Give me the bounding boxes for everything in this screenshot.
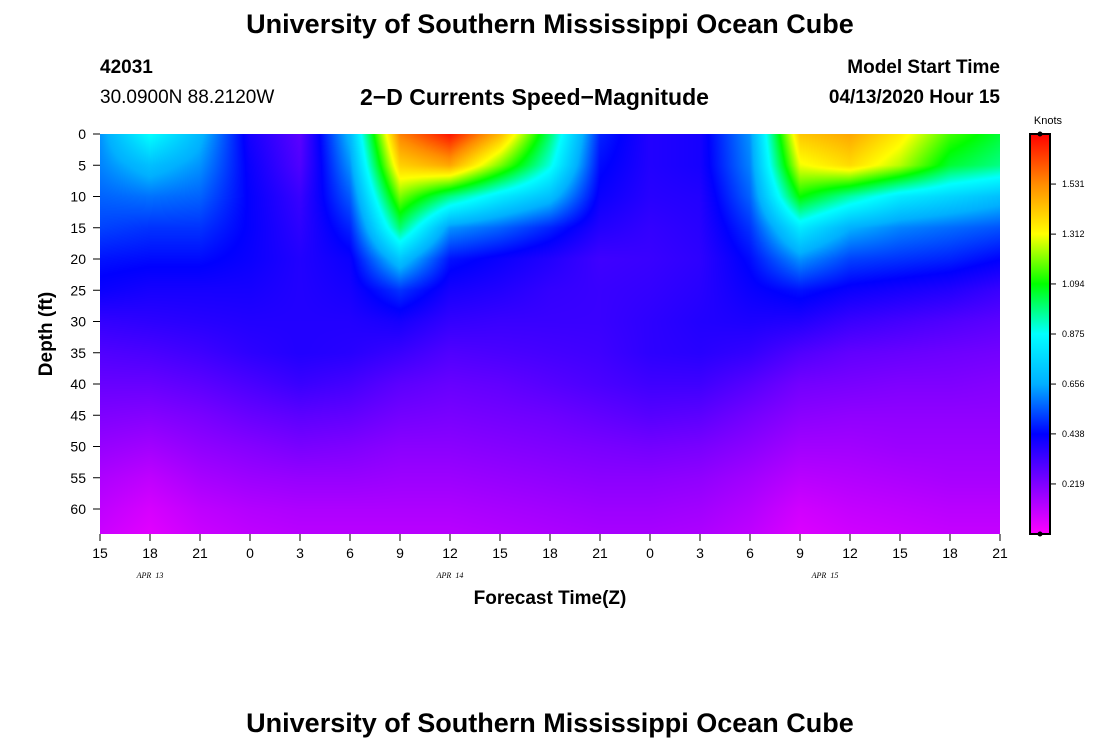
- colorbar-bottom-marker: [1037, 531, 1043, 537]
- y-tick-label: 0: [78, 126, 86, 142]
- colorbar-tick-label: 0.438: [1062, 429, 1085, 439]
- x-tick-label: 3: [696, 545, 704, 561]
- speed-heatmap: [100, 134, 1000, 534]
- x-tick-label: 9: [396, 545, 404, 561]
- y-tick-label: 45: [70, 407, 86, 423]
- x-tick-label: 3: [296, 545, 304, 561]
- colorbar-tick-label: 0.656: [1062, 379, 1085, 389]
- colorbar-tick-label: 0.875: [1062, 329, 1085, 339]
- y-tick-label: 55: [70, 470, 86, 486]
- x-tick-label: 6: [746, 545, 754, 561]
- x-axis-label: Forecast Time(Z): [474, 588, 627, 609]
- model-start-label: Model Start Time: [847, 57, 1000, 78]
- y-axis-label: Depth (ft): [36, 292, 57, 376]
- colorbar-tick-label: 1.312: [1062, 229, 1085, 239]
- y-tick-label: 10: [70, 189, 86, 205]
- y-axis: 0 5 10 15 20 25 30 35 40 45 50 55 60: [70, 126, 100, 517]
- y-tick-label: 5: [78, 157, 86, 173]
- x-tick-label: 18: [142, 545, 158, 561]
- colorbar: Knots 0.219 0.438 0.656 0.875 1.094 1.312 1.53…: [1029, 115, 1085, 537]
- colorbar-unit-label: Knots: [1034, 115, 1063, 127]
- x-tick-label: 15: [92, 545, 108, 561]
- x-tick-label: 12: [442, 545, 458, 561]
- x-tick-label: 12: [842, 545, 858, 561]
- y-tick-label: 40: [70, 376, 86, 392]
- x-tick-label: 15: [492, 545, 508, 561]
- y-tick-label: 60: [70, 501, 86, 517]
- date-label: APR 14: [436, 571, 464, 580]
- y-tick-label: 50: [70, 439, 86, 455]
- x-tick-label: 0: [646, 545, 654, 561]
- page-title: University of Southern Mississippi Ocean…: [246, 9, 854, 39]
- colorbar-tick-label: 0.219: [1062, 479, 1085, 489]
- colorbar-tick-label: 1.094: [1062, 279, 1085, 289]
- x-tick-label: 0: [246, 545, 254, 561]
- date-labels: APR 13 APR 14 APR 15: [136, 571, 839, 580]
- x-tick-label: 6: [346, 545, 354, 561]
- chart-subtitle: 2−D Currents Speed−Magnitude: [360, 84, 709, 110]
- x-tick-label: 9: [796, 545, 804, 561]
- y-tick-label: 20: [70, 251, 86, 267]
- station-coordinates: 30.0900N 88.2120W: [100, 87, 275, 108]
- colorbar-ramp: [1029, 133, 1051, 535]
- y-tick-label: 25: [70, 282, 86, 298]
- y-tick-label: 15: [70, 220, 86, 236]
- y-tick-label: 35: [70, 345, 86, 361]
- x-tick-label: 21: [192, 545, 208, 561]
- x-tick-label: 15: [892, 545, 908, 561]
- x-tick-label: 21: [592, 545, 608, 561]
- date-label: APR 15: [811, 571, 839, 580]
- station-id: 42031: [100, 57, 153, 78]
- colorbar-top-marker: [1037, 131, 1043, 137]
- y-tick-label: 30: [70, 314, 86, 330]
- model-start-time: 04/13/2020 Hour 15: [828, 87, 1000, 108]
- x-tick-label: 21: [992, 545, 1008, 561]
- colorbar-tick-label: 1.531: [1062, 179, 1085, 189]
- footer-title: University of Southern Mississippi Ocean…: [246, 708, 854, 738]
- x-axis: 15 18 21 0 3 6 9 12 15 18 21 0 3 6 9 12 15 18 21: [92, 534, 1008, 561]
- x-tick-label: 18: [542, 545, 558, 561]
- date-label: APR 13: [136, 571, 164, 580]
- x-tick-label: 18: [942, 545, 958, 561]
